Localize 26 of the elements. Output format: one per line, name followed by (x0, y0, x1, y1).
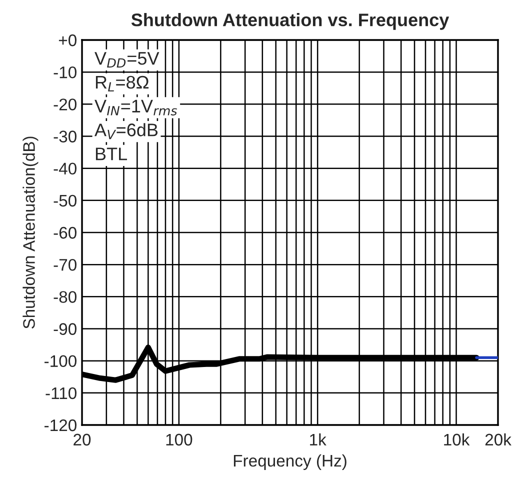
y-tick-label: -120 (44, 419, 76, 432)
y-tick-label: +0 (58, 34, 76, 46)
annotation: A$_{V}$=6dB (94, 123, 158, 140)
y-tick-label: -50 (54, 194, 76, 207)
y-tick-label: -90 (54, 323, 76, 335)
y-tick-label: -70 (54, 258, 76, 271)
x-tick-label: 20 (74, 434, 91, 446)
x-tick-label: 1k (310, 433, 326, 446)
y-tick-label: -40 (54, 162, 76, 175)
annotation: BTL (96, 148, 127, 160)
annotation: V$_{IN}$=1V$_{rms}$ (94, 100, 177, 116)
y-tick-label: -30 (54, 130, 76, 142)
y-tick-label: -80 (54, 291, 76, 303)
chart-title: Shutdown Attenuation vs. Frequency (131, 13, 450, 30)
x-axis-title: Frequency (Hz) (234, 454, 346, 470)
x-tick-label: 100 (166, 434, 192, 446)
x-tick-label: 10k (444, 433, 470, 446)
annotation: V$_{DD}$=5V (94, 52, 160, 68)
y-tick-label: -20 (54, 98, 76, 110)
y-axis-title: Shutdown Attenuation(dB) (22, 136, 38, 329)
y-tick-label: -100 (44, 355, 76, 368)
y-tick-label: -110 (46, 387, 76, 400)
annotation: R$_{L}$=8Ω (96, 76, 149, 92)
y-tick-label: -10 (54, 66, 76, 78)
y-tick-label: -60 (54, 226, 76, 239)
x-tick-label: 20k (485, 433, 512, 446)
